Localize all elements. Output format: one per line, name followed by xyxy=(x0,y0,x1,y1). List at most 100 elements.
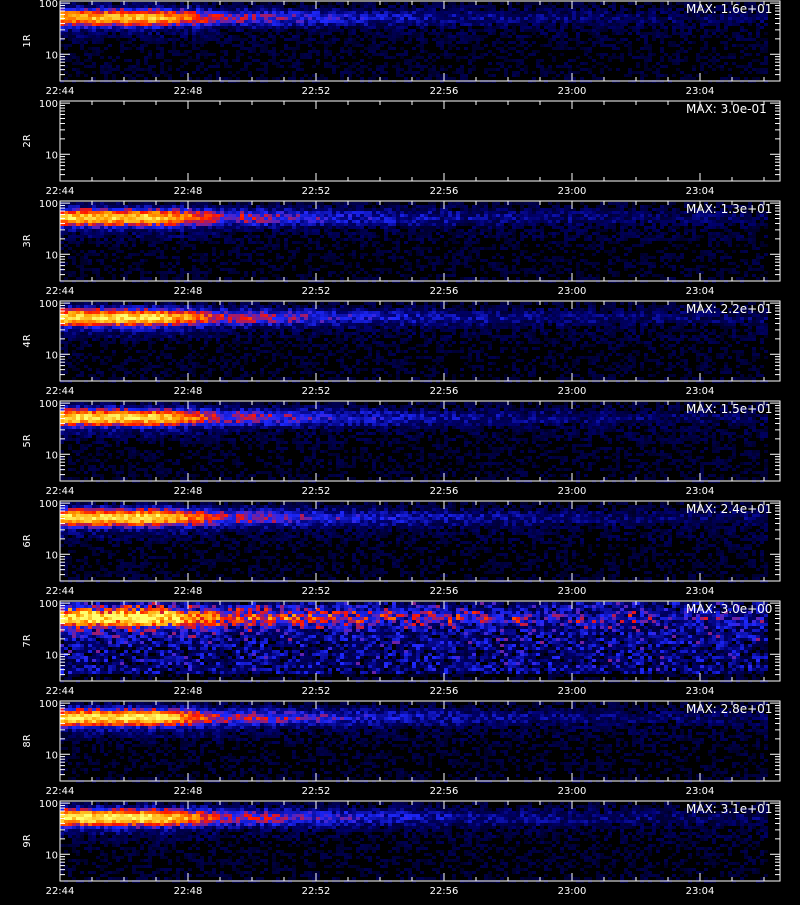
heatmap-cell xyxy=(232,74,236,77)
heatmap-cell xyxy=(184,205,188,208)
heatmap-cell xyxy=(240,229,244,232)
heatmap-cell xyxy=(128,214,132,217)
heatmap-cell xyxy=(308,232,312,235)
heatmap-cell xyxy=(540,74,544,77)
heatmap-cell xyxy=(308,26,312,29)
heatmap-cell xyxy=(556,35,560,38)
heatmap-cell xyxy=(300,205,304,208)
heatmap-cell xyxy=(400,23,404,26)
heatmap-cell xyxy=(548,20,552,23)
heatmap-cell xyxy=(384,211,388,214)
heatmap-cell xyxy=(248,35,252,38)
heatmap-cell xyxy=(156,29,160,32)
heatmap-cell xyxy=(388,29,392,32)
heatmap-cell xyxy=(616,32,620,35)
heatmap-cell xyxy=(128,35,132,38)
heatmap-cell xyxy=(292,47,296,50)
heatmap-cell xyxy=(420,2,424,5)
heatmap-cell xyxy=(176,26,180,29)
heatmap-cell xyxy=(468,214,472,217)
heatmap-cell xyxy=(180,44,184,47)
heatmap-cell xyxy=(568,38,572,41)
heatmap-cell xyxy=(240,277,244,280)
heatmap-cell xyxy=(192,8,196,11)
heatmap-cell xyxy=(220,250,224,253)
heatmap-cell xyxy=(324,56,328,59)
heatmap-cell xyxy=(612,20,616,23)
heatmap-cell xyxy=(108,214,112,217)
heatmap-cell xyxy=(452,211,456,214)
heatmap-cell xyxy=(356,26,360,29)
heatmap-cell xyxy=(184,223,188,226)
heatmap-cell xyxy=(516,74,520,77)
heatmap-cell xyxy=(308,29,312,32)
heatmap-cell xyxy=(292,208,296,211)
heatmap-cell xyxy=(688,26,692,29)
heatmap-cell xyxy=(112,205,116,208)
heatmap-cell xyxy=(76,2,80,5)
heatmap-cell xyxy=(136,226,140,229)
heatmap-cell xyxy=(204,50,208,53)
heatmap-cell xyxy=(708,20,712,23)
heatmap-cell xyxy=(248,47,252,50)
heatmap-cell xyxy=(228,41,232,44)
heatmap-cell xyxy=(756,26,760,29)
heatmap-cell xyxy=(448,32,452,35)
heatmap-cell xyxy=(152,8,156,11)
heatmap-cell xyxy=(188,41,192,44)
heatmap-cell xyxy=(96,232,100,235)
heatmap-cell xyxy=(524,29,528,32)
heatmap-cell xyxy=(436,38,440,41)
heatmap-cell xyxy=(392,241,396,244)
heatmap-cell xyxy=(288,26,292,29)
heatmap-cell xyxy=(316,53,320,56)
heatmap-cell xyxy=(308,271,312,274)
heatmap-cell xyxy=(196,214,200,217)
heatmap-cell xyxy=(184,23,188,26)
heatmap-cell xyxy=(332,35,336,38)
heatmap-cell xyxy=(432,241,436,244)
heatmap-cell xyxy=(264,62,268,65)
heatmap-cell xyxy=(380,262,384,265)
heatmap-cell xyxy=(264,14,268,17)
heatmap-cell xyxy=(668,23,672,26)
heatmap-cell xyxy=(460,11,464,14)
heatmap-cell xyxy=(712,32,716,35)
heatmap-cell xyxy=(172,271,176,274)
heatmap-cell xyxy=(160,250,164,253)
heatmap-cell xyxy=(388,205,392,208)
heatmap-cell xyxy=(108,229,112,232)
heatmap-cell xyxy=(456,17,460,20)
heatmap-cell xyxy=(136,265,140,268)
heatmap-cell xyxy=(320,77,324,80)
heatmap-cell xyxy=(696,17,700,20)
heatmap-cell xyxy=(260,262,264,265)
heatmap-cell xyxy=(644,47,648,50)
heatmap-cell xyxy=(288,211,292,214)
heatmap-cell xyxy=(124,8,128,11)
heatmap-cell xyxy=(644,32,648,35)
heatmap-cell xyxy=(540,44,544,47)
heatmap-cell xyxy=(132,77,136,80)
heatmap-cell xyxy=(700,62,704,65)
heatmap-cell xyxy=(628,2,632,5)
heatmap-cell xyxy=(128,265,132,268)
heatmap-cell xyxy=(372,32,376,35)
heatmap-cell xyxy=(188,17,192,20)
heatmap-cell xyxy=(292,23,296,26)
heatmap-cell xyxy=(548,44,552,47)
heatmap-cell xyxy=(432,11,436,14)
heatmap-cell xyxy=(476,217,480,220)
heatmap-cell xyxy=(92,53,96,56)
heatmap-cell xyxy=(456,259,460,262)
heatmap-cell xyxy=(256,214,260,217)
heatmap-cell xyxy=(576,41,580,44)
heatmap-cell xyxy=(124,5,128,8)
heatmap-cell xyxy=(456,47,460,50)
heatmap-cell xyxy=(580,2,584,5)
heatmap-cell xyxy=(516,2,520,5)
heatmap-cell xyxy=(148,217,152,220)
heatmap-cell xyxy=(200,235,204,238)
heatmap-cell xyxy=(636,56,640,59)
heatmap-cell xyxy=(732,44,736,47)
